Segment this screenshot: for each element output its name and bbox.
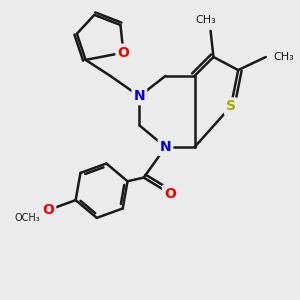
Text: S: S <box>226 99 236 113</box>
Text: O: O <box>117 46 129 60</box>
Text: N: N <box>134 89 145 103</box>
Text: OCH₃: OCH₃ <box>15 212 41 223</box>
Text: CH₃: CH₃ <box>196 15 217 25</box>
Text: O: O <box>164 187 176 201</box>
Text: O: O <box>42 203 54 217</box>
Text: N: N <box>160 140 171 154</box>
Text: CH₃: CH₃ <box>273 52 294 62</box>
